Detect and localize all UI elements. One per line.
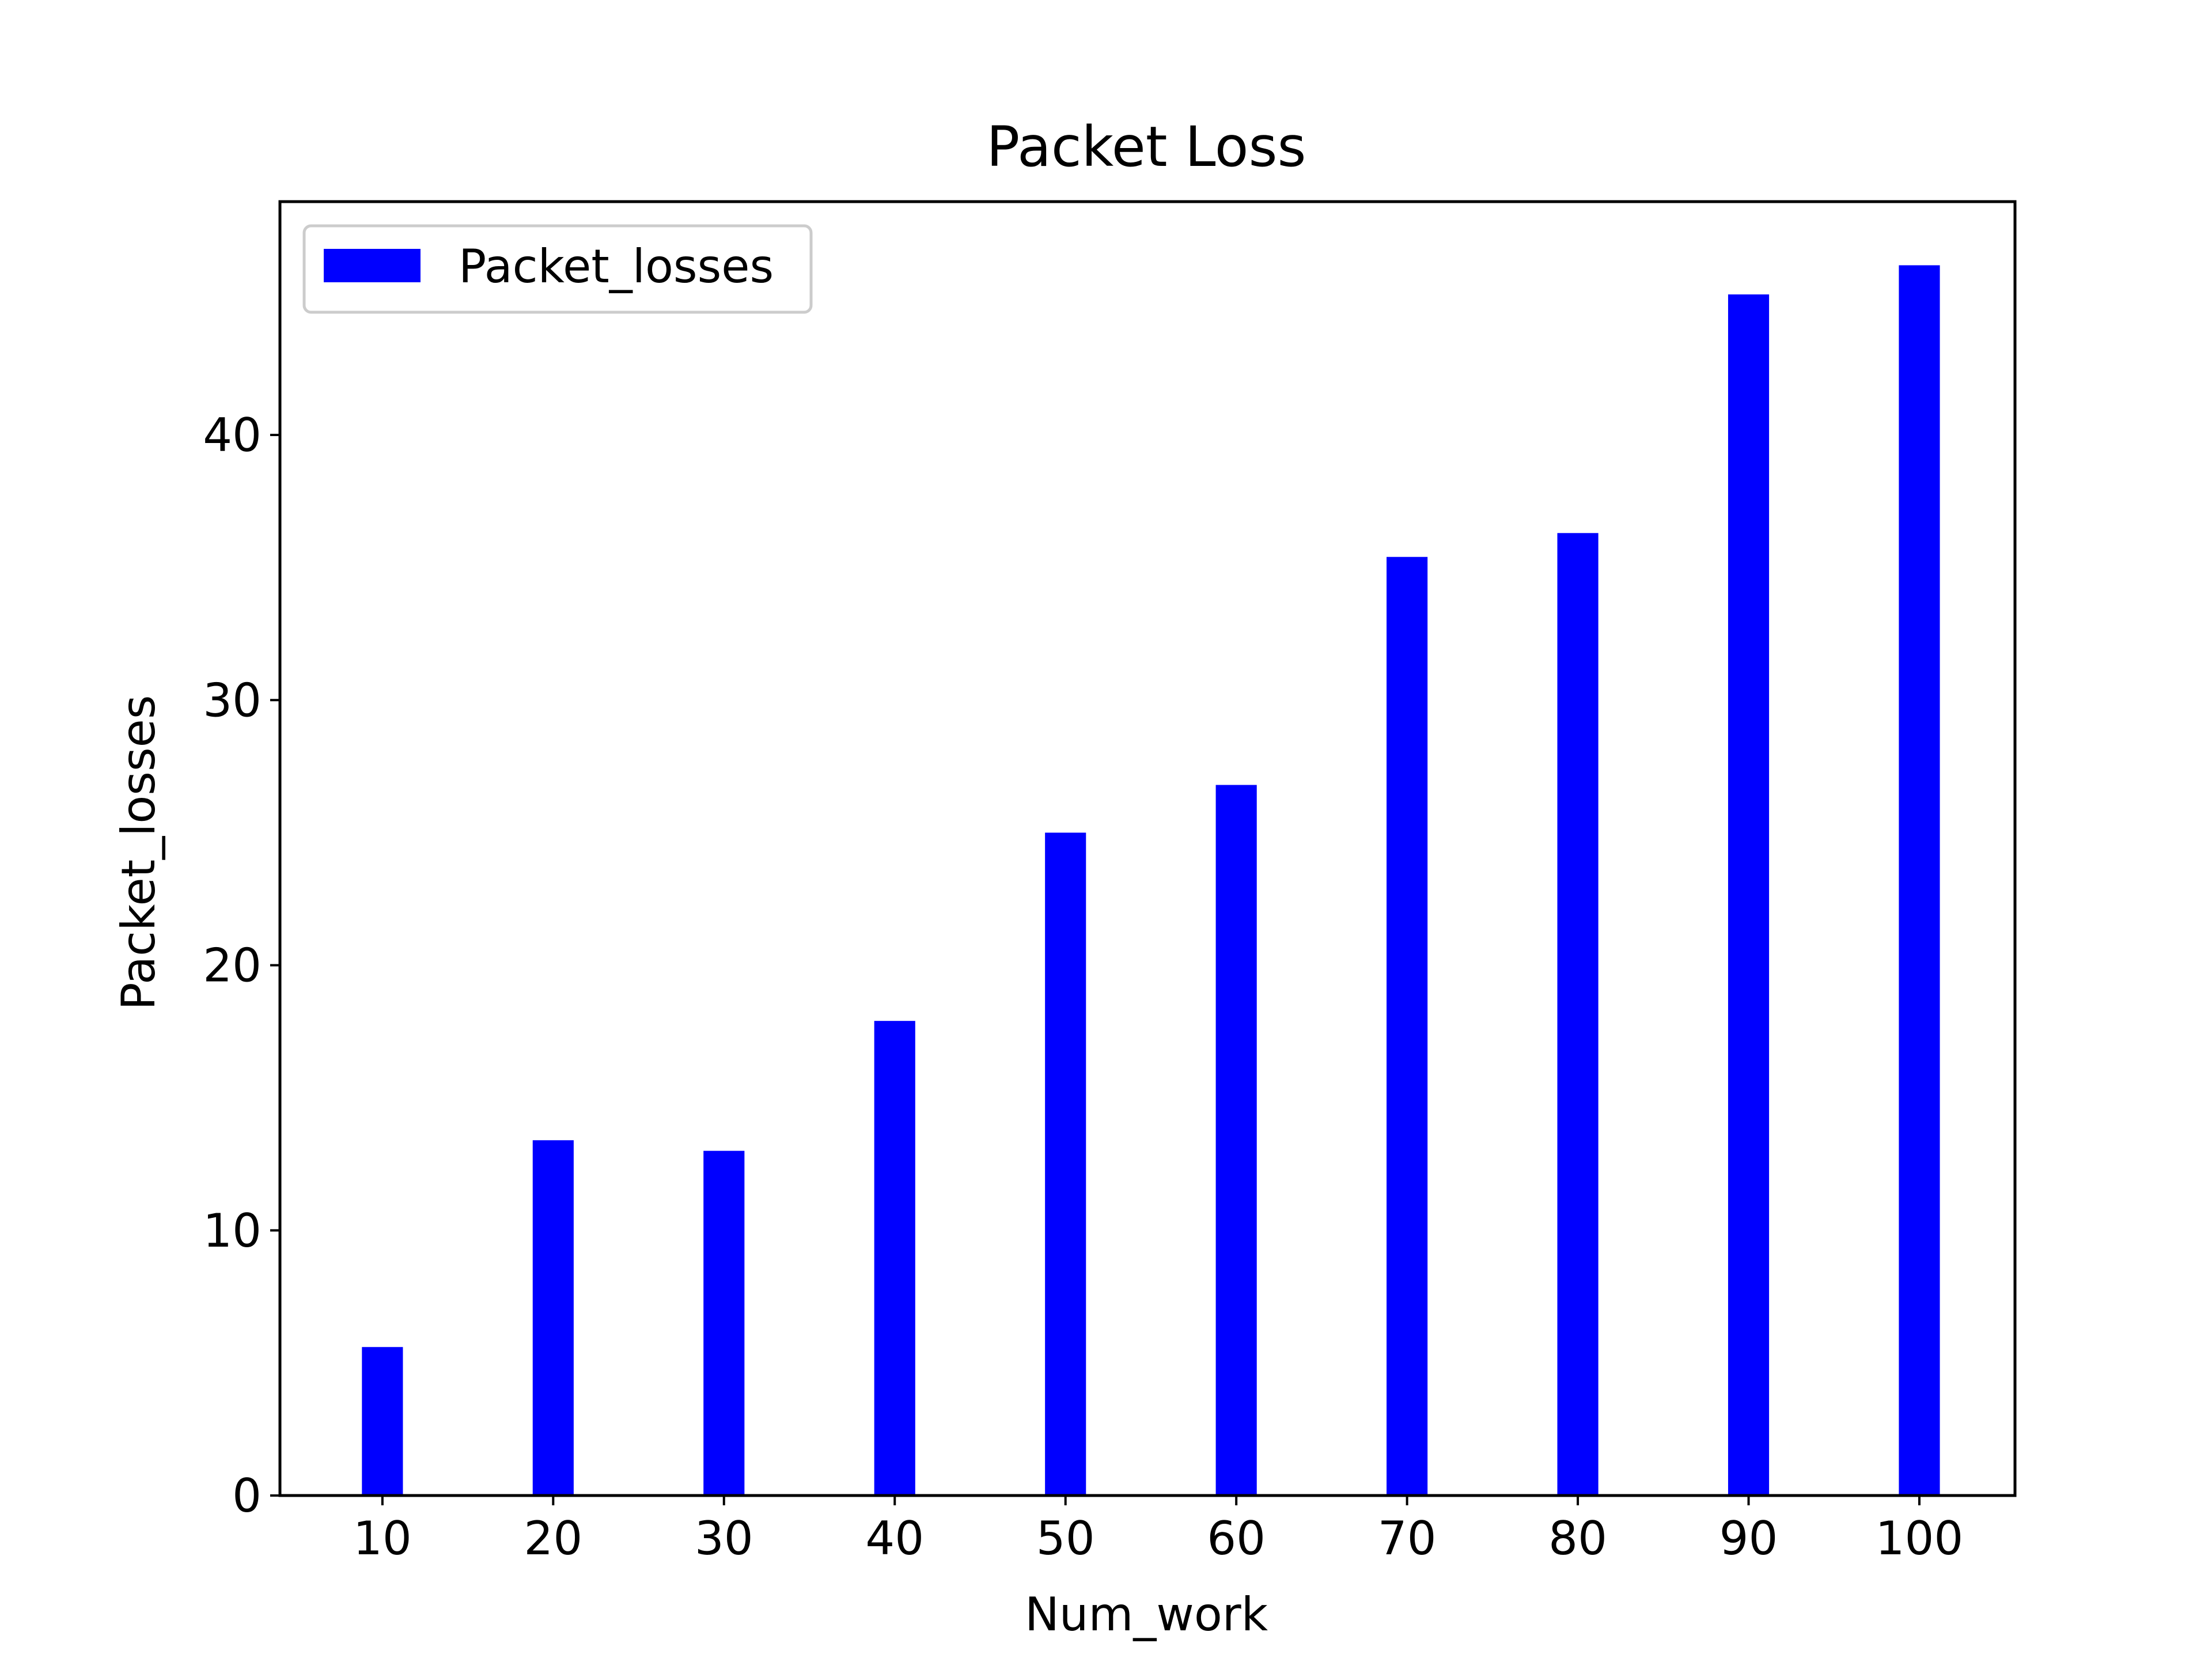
bar-80: [1557, 533, 1599, 1496]
bar-50: [1045, 832, 1086, 1496]
bar-40: [874, 1021, 915, 1496]
x-tick-label: 30: [695, 1512, 753, 1565]
y-tick-label: 10: [203, 1204, 262, 1258]
legend-box: [302, 224, 813, 314]
legend: Packet_losses: [302, 224, 813, 314]
bar-60: [1215, 785, 1257, 1496]
y-tick-label: 30: [203, 673, 262, 727]
bar-10: [362, 1347, 403, 1496]
x-tick-label: 20: [524, 1512, 582, 1565]
y-tick-label: 40: [203, 408, 262, 462]
legend-label: Packet_losses: [459, 240, 774, 293]
x-tick-label: 10: [353, 1512, 412, 1565]
x-tick-label: 40: [865, 1512, 924, 1565]
x-tick-label: 80: [1548, 1512, 1607, 1565]
x-tick-label: 60: [1207, 1512, 1266, 1565]
bar-100: [1899, 265, 1940, 1496]
x-axis-ticks: 10 20 30 40 50 60 70 80 90 100: [353, 1496, 1963, 1565]
bar-30: [703, 1150, 745, 1496]
x-axis-label: Num_work: [1025, 1588, 1268, 1641]
bar-70: [1387, 556, 1428, 1496]
chart-title: Packet Loss: [986, 115, 1306, 179]
x-tick-label: 100: [1876, 1512, 1964, 1565]
bar-20: [532, 1140, 574, 1496]
bars-layer: [362, 265, 1940, 1496]
x-tick-label: 90: [1719, 1512, 1778, 1565]
legend-swatch: [324, 249, 421, 282]
x-tick-label: 70: [1378, 1512, 1437, 1565]
bar-90: [1728, 294, 1770, 1496]
y-tick-label: 20: [203, 939, 262, 993]
y-tick-label: 0: [232, 1469, 262, 1523]
plot-area-frame: [278, 200, 2017, 1497]
x-tick-label: 50: [1036, 1512, 1095, 1565]
y-axis-ticks: 0 10 20 30 40: [203, 408, 280, 1523]
y-axis-label: Packet_losses: [112, 695, 165, 1010]
